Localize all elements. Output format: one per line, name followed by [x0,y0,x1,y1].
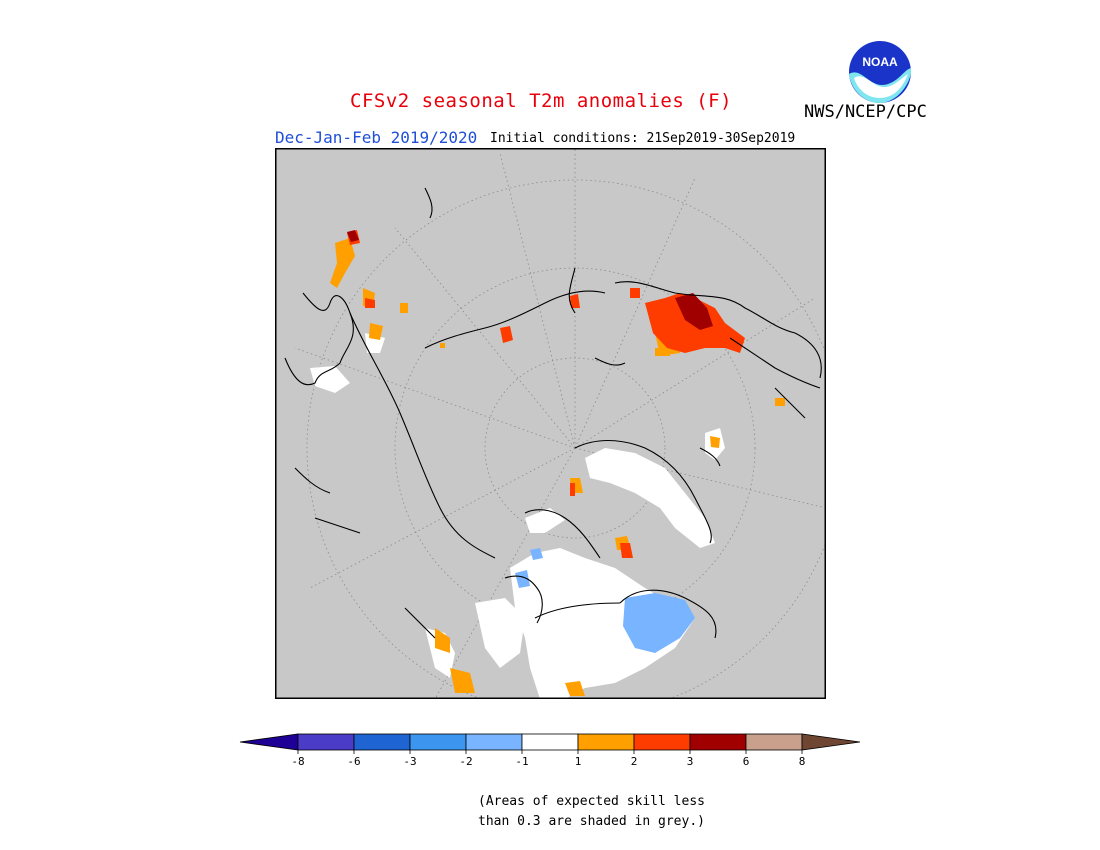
legend-bin-above-max [801,733,861,751]
map-frame [275,148,826,699]
season-label: Dec-Jan-Feb 2019/2020 [275,128,478,147]
skill-note: (Areas of expected skill less than 0.3 a… [478,792,705,832]
legend-bin-8 [689,733,747,751]
legend-label-1: -6 [347,755,360,768]
legend-bin-3 [409,733,467,751]
legend-label-6: 2 [631,755,638,768]
dark-red-regions [347,230,713,330]
legend-label-5: 1 [575,755,582,768]
legend-label-9: 8 [799,755,806,768]
legend-label-2: -3 [403,755,416,768]
legend-bin-2 [353,733,411,751]
legend-label-0: -8 [291,755,304,768]
legend-label-3: -2 [459,755,472,768]
legend-bin-9 [745,733,803,751]
coastlines [284,187,822,639]
legend-label-7: 3 [687,755,694,768]
below-normal-regions [515,548,695,653]
color-legend: -8 -6 -3 -2 -1 1 2 3 6 8 [239,733,861,768]
logo-text: NOAA [862,55,898,69]
skill-note-line-1: (Areas of expected skill less [478,794,705,809]
polar-map [275,148,826,699]
agency-label: NWS/NCEP/CPC [804,102,927,122]
legend-bin-6 [577,733,635,751]
skill-note-line-2: than 0.3 are shaded in grey.) [478,814,705,829]
near-normal-regions [310,333,725,699]
map-title: CFSv2 seasonal T2m anomalies (F) [350,90,733,112]
legend-label-8: 6 [743,755,750,768]
legend-bin-5 [521,733,579,751]
legend-label-4: -1 [515,755,528,768]
legend-bin-4 [465,733,523,751]
legend-bin-7 [633,733,691,751]
noaa-logo: NOAA [849,41,911,103]
legend-bin-below-min [239,733,299,751]
legend-bin-1 [297,733,355,751]
initial-conditions-label: Initial conditions: 21Sep2019-30Sep2019 [490,131,796,146]
